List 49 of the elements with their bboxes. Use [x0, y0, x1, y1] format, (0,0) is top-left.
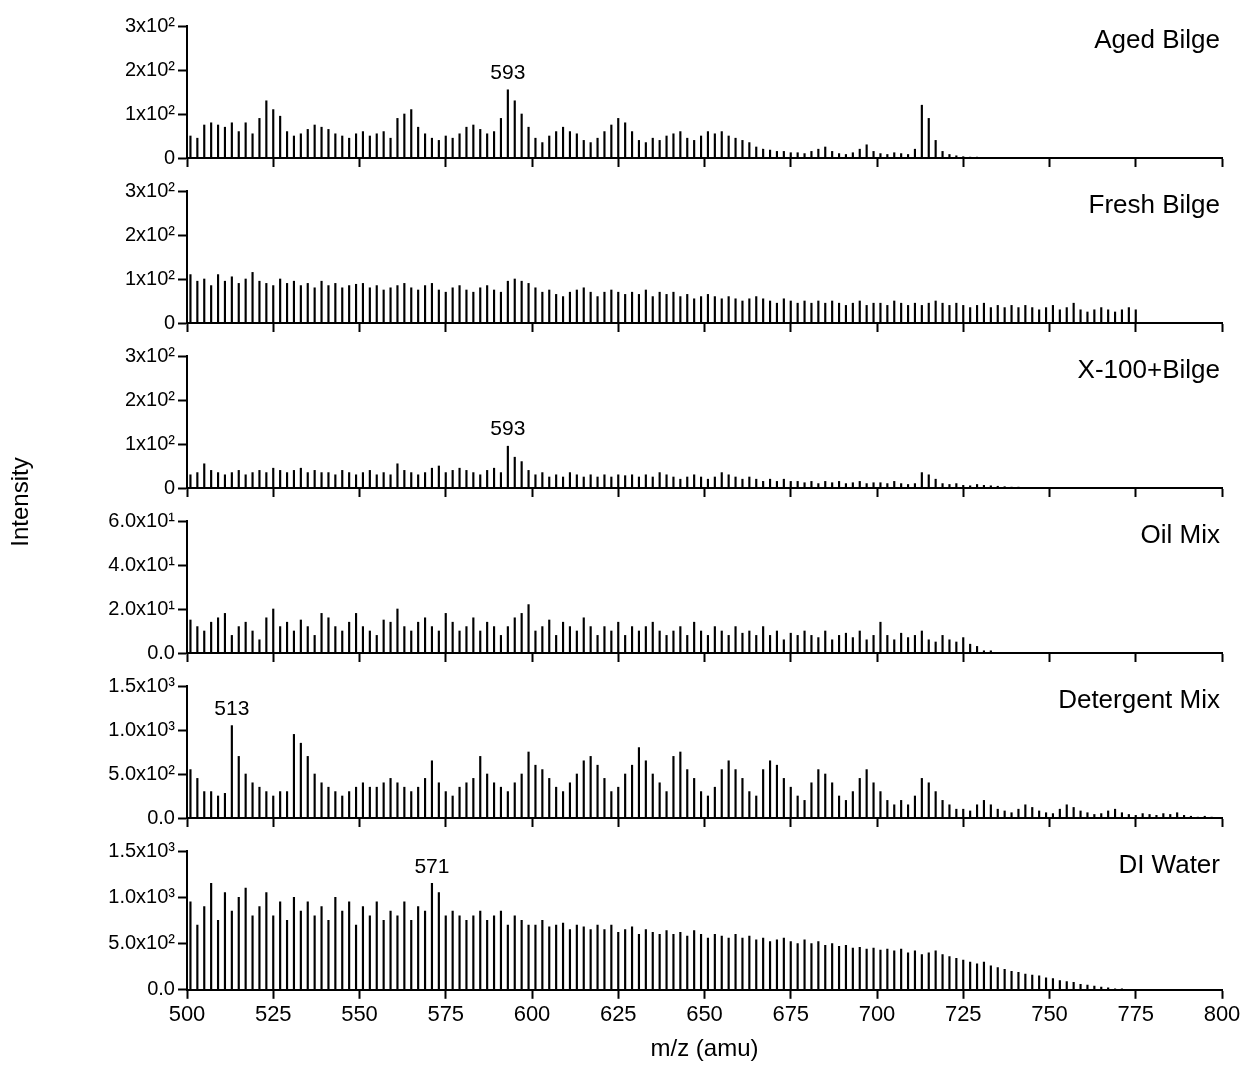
y-tick-label: 6.0x10¹	[108, 508, 176, 531]
y-tick-label: 2x10²	[124, 57, 176, 80]
y-tick-label: 0.0	[147, 805, 175, 828]
y-tick-label: 2x10²	[124, 387, 176, 410]
y-tick-label: 1x10²	[124, 431, 176, 454]
y-tick-label: 0.0	[147, 640, 175, 663]
x-tick-label: 525	[254, 1001, 292, 1027]
y-tick-label: 0	[163, 145, 175, 168]
y-tick-label: 3x10²	[124, 178, 176, 201]
chart-title: X-100+Bilge	[1077, 354, 1220, 385]
y-tick-label: 0	[163, 310, 175, 333]
x-tick-label: 750	[1031, 1001, 1068, 1027]
x-tick-label: 600	[513, 1001, 551, 1027]
y-tick-label: 3x10²	[124, 343, 176, 366]
x-tick-label: 650	[686, 1001, 723, 1027]
x-axis-title: m/z (amu)	[650, 1034, 759, 1062]
x-tick-label: 675	[772, 1001, 810, 1027]
y-tick-label: 1.5x10³	[108, 673, 176, 696]
y-tick-label: 1x10²	[124, 266, 176, 289]
x-tick-label: 500	[168, 1001, 206, 1027]
annotation: 571	[414, 853, 450, 877]
y-tick-label: 1.0x10³	[108, 884, 176, 907]
y-tick-label: 2x10²	[124, 222, 176, 245]
y-tick-label: 5.0x10²	[108, 761, 176, 784]
x-tick-label: 775	[1117, 1001, 1155, 1027]
y-tick-label: 2.0x10¹	[108, 596, 176, 619]
y-tick-label: 1.5x10³	[108, 838, 176, 861]
y-tick-label: 1.0x10³	[108, 717, 176, 740]
y-tick-label: 3x10²	[124, 13, 176, 36]
chart-title: Oil Mix	[1140, 519, 1220, 550]
y-tick-label: 5.0x10²	[108, 931, 176, 954]
x-tick-label: 800	[1203, 1001, 1241, 1027]
chart-title: DI Water	[1118, 849, 1221, 880]
y-tick-label: 4.0x10¹	[108, 552, 176, 575]
y-tick-label: 1x10²	[124, 101, 176, 124]
annotation: 513	[214, 695, 250, 719]
chart-title: Aged Bilge	[1094, 24, 1220, 55]
y-tick-label: 0.0	[147, 977, 175, 1000]
y-axis-title: Intensity	[6, 456, 34, 549]
chart-title: Fresh Bilge	[1088, 189, 1220, 220]
x-tick-label: 550	[341, 1001, 378, 1027]
x-tick-label: 625	[599, 1001, 637, 1027]
y-tick-label: 0	[163, 475, 175, 498]
x-tick-label: 700	[858, 1001, 896, 1027]
x-tick-label: 575	[427, 1001, 465, 1027]
chart-title: Detergent Mix	[1058, 684, 1220, 715]
x-tick-label: 725	[944, 1001, 982, 1027]
annotation: 593	[490, 60, 526, 84]
annotation: 593	[490, 416, 526, 440]
